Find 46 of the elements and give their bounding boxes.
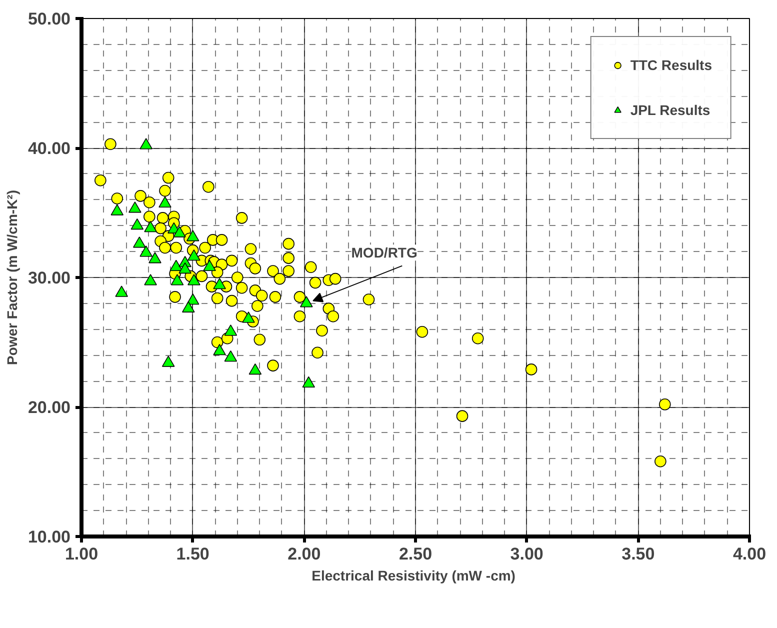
annotation: MOD/RTG — [351, 244, 418, 261]
point — [182, 301, 195, 312]
point — [170, 274, 184, 286]
point — [144, 220, 157, 232]
x-tick-label: 2.00 — [288, 544, 321, 564]
point — [178, 262, 192, 274]
point — [115, 286, 128, 297]
point — [188, 249, 200, 261]
x-tick-label: 2.50 — [398, 544, 432, 564]
point — [140, 246, 152, 257]
point — [186, 230, 200, 242]
point — [130, 218, 144, 230]
point — [224, 350, 238, 362]
point — [132, 236, 146, 248]
y-tick-label: 30.00 — [28, 268, 71, 288]
point — [300, 296, 313, 308]
y-tick-label: 50.00 — [28, 10, 71, 28]
x-tick-label: 4.00 — [732, 544, 766, 564]
point — [128, 202, 142, 213]
x-tick-label: 1.50 — [176, 544, 210, 564]
y-tick-label: 40.00 — [28, 139, 71, 158]
y-tick-label: 10.00 — [28, 528, 71, 546]
point — [158, 196, 172, 208]
x-tick-label: 3.50 — [622, 544, 655, 564]
point — [213, 344, 226, 356]
x-tick-label: 3.00 — [510, 544, 544, 564]
point — [203, 260, 216, 272]
y-axis-title: Power Factor (m W/cm-K²) — [4, 190, 20, 366]
point — [188, 274, 200, 286]
y-tick-label: 20.00 — [28, 398, 71, 417]
point — [148, 252, 162, 264]
point — [144, 274, 157, 286]
point — [173, 226, 186, 238]
point — [110, 204, 124, 216]
point — [170, 260, 183, 272]
legend-label: TTC Results — [630, 57, 712, 73]
x-tick-label: 1.00 — [64, 544, 98, 564]
point — [248, 363, 262, 375]
point — [242, 312, 255, 323]
point — [213, 278, 226, 290]
point — [162, 356, 175, 367]
point — [302, 376, 316, 388]
legend-label: JPL Results — [630, 102, 710, 118]
point — [140, 138, 152, 150]
x-axis-title: Electrical Resistivity (mW -cm) — [312, 568, 516, 584]
point — [224, 324, 238, 336]
